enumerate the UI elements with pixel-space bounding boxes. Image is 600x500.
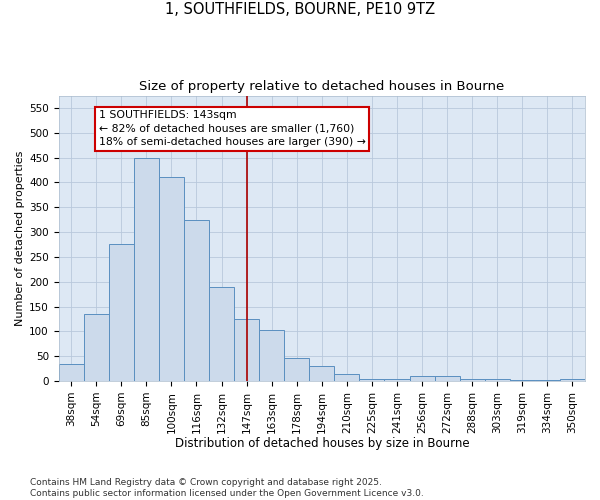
Bar [535,380,560,381]
Bar [334,374,359,381]
Bar [159,178,184,381]
Bar [410,376,434,381]
Bar [560,380,585,381]
X-axis label: Distribution of detached houses by size in Bourne: Distribution of detached houses by size … [175,437,469,450]
Bar [109,244,134,381]
Bar [309,366,334,381]
Text: 1, SOUTHFIELDS, BOURNE, PE10 9TZ: 1, SOUTHFIELDS, BOURNE, PE10 9TZ [165,2,435,18]
Bar [59,364,84,381]
Y-axis label: Number of detached properties: Number of detached properties [15,150,25,326]
Bar [460,379,485,381]
Bar [510,380,535,381]
Bar [234,319,259,381]
Bar [284,358,309,381]
Bar [485,380,510,381]
Bar [134,158,159,381]
Bar [359,378,385,381]
Text: Contains HM Land Registry data © Crown copyright and database right 2025.
Contai: Contains HM Land Registry data © Crown c… [30,478,424,498]
Bar [84,314,109,381]
Bar [434,376,460,381]
Title: Size of property relative to detached houses in Bourne: Size of property relative to detached ho… [139,80,505,93]
Bar [259,330,284,381]
Bar [184,220,209,381]
Bar [209,286,234,381]
Bar [385,378,410,381]
Text: 1 SOUTHFIELDS: 143sqm
← 82% of detached houses are smaller (1,760)
18% of semi-d: 1 SOUTHFIELDS: 143sqm ← 82% of detached … [99,110,365,147]
